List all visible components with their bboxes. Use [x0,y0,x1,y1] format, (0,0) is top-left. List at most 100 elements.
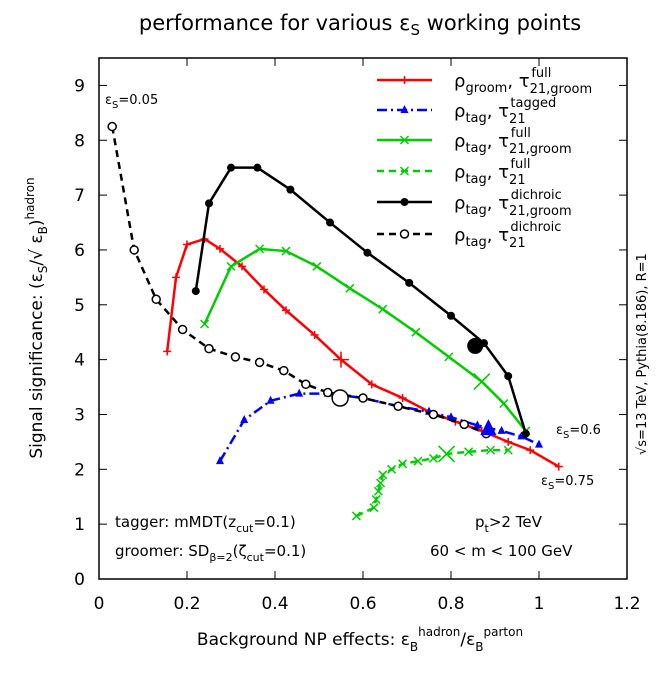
x-axis-label: Background NP effects: εBhadron/εBparton [197,625,523,654]
eps-label-005: εS=0.05 [105,93,158,111]
data-point [378,470,388,480]
data-point [393,401,403,411]
x-tick-label: 0.2 [173,594,200,614]
data-point [216,244,224,253]
data-point [438,445,456,463]
data-point [255,244,265,254]
x-tick-label: 0 [94,594,105,614]
legend-label: ρtag, τ21,groomdichroic [454,188,572,219]
data-point [497,425,506,434]
data-point [428,409,439,420]
data-point [376,478,386,488]
data-point [444,352,454,362]
y-tick-label: 9 [74,76,85,96]
legend-label: ρtag, τ21tagged [454,96,556,127]
legend-label: ρtag, τ21dichroic [454,220,561,251]
legend-item: ρgroom, τ21,groomfull [377,66,592,97]
data-point [281,246,291,256]
eps-label-075: εS=0.75 [541,474,594,492]
data-point [227,163,235,172]
data-point [266,395,275,404]
data-point [107,121,117,132]
groomer-label: groomer: SDβ=2(ζcut=0.1) [115,542,306,564]
data-point [405,278,414,287]
data-point [279,365,289,376]
y-tick-label: 0 [74,570,85,590]
mass-window-label: 60 < m < 100 GeV [430,542,573,560]
data-point [398,394,407,403]
data-point [473,373,491,391]
legend-item: ρtag, τ21tagged [377,96,556,127]
legend-item: ρtag, τ21dichroic [377,220,561,251]
data-point [286,185,295,194]
data-point [204,343,214,354]
data-point [464,447,474,457]
data-point [301,379,311,390]
data-point [295,388,304,397]
data-point [400,198,409,206]
y-tick-label: 8 [74,131,85,151]
data-point [447,412,455,421]
data-point [369,503,379,513]
data-point [205,199,213,208]
data-point [312,261,322,271]
data-point [428,453,438,463]
data-point [399,229,410,239]
data-point [521,429,530,438]
data-point [367,380,376,389]
data-point [480,419,497,436]
data-point [345,283,355,293]
y-tick-label: 4 [74,351,85,371]
data-point [177,324,188,335]
y-tick-label: 5 [74,296,85,316]
series [191,163,530,438]
data-point [486,445,496,455]
chart-title: performance for various εS working point… [139,11,581,39]
data-point [554,462,563,471]
data-point [310,330,319,339]
data-point [260,285,268,294]
tagger-label: tagger: mMDT(zcut=0.1) [115,513,296,535]
data-point [504,437,513,446]
data-point [151,294,161,305]
axis-ticks: 0 0.2 0.4 0.6 0.8 1 1.2 0 1 2 3 4 5 6 7 8 9 [74,58,641,614]
data-point [517,431,526,440]
legend-label: ρgroom, τ21,groomfull [454,66,592,97]
data-point [230,352,241,362]
data-point [413,456,423,466]
data-point [459,419,469,430]
data-point [323,387,333,398]
legend-item: ρtag, τ21,groomdichroic [377,188,572,219]
y-tick-label: 2 [74,460,85,480]
data-point [447,311,455,320]
data-point [216,456,224,465]
highlight-layer [331,337,497,463]
legend-label: ρtag, τ21,groomfull [454,126,572,157]
data-point [240,414,249,423]
legend-item: ρtag, τ21full [377,157,530,188]
data-point [399,135,410,145]
data-point [371,494,381,505]
side-label: √s=13 TeV, Pythia(8.186), R=1 [635,253,650,455]
data-point [163,347,172,356]
data-point [191,287,200,296]
y-tick-label: 3 [74,405,85,425]
data-point [253,163,262,172]
x-tick-label: 1.2 [613,594,640,614]
x-tick-label: 0.6 [349,594,376,614]
data-point [333,351,349,368]
plot-frame [98,57,628,580]
series-line [110,126,487,435]
data-point [499,398,509,409]
legend-label: ρtag, τ21full [454,157,530,188]
data-point [467,337,484,354]
data-point [504,372,513,381]
pt-cut-label: pt>2 TeV [475,513,543,535]
data-point [358,393,368,403]
x-tick-label: 0.8 [437,594,464,614]
y-tick-label: 6 [74,241,85,261]
data-point [254,357,265,368]
